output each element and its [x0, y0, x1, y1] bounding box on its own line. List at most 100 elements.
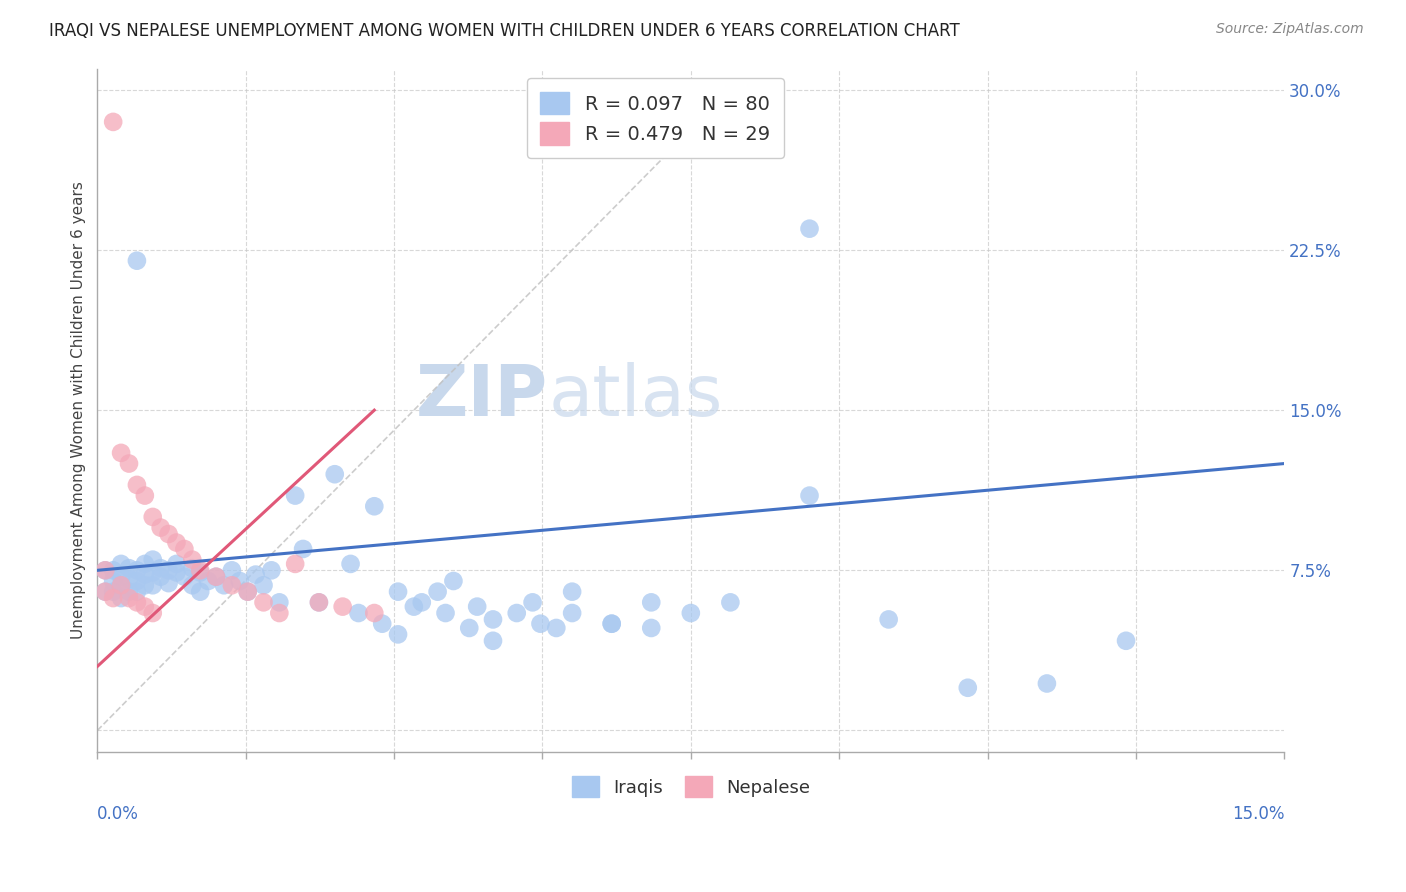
Point [347, 606, 370, 620]
Point [411, 595, 433, 609]
Point [426, 584, 449, 599]
Point [134, 557, 156, 571]
Point [339, 557, 361, 571]
Point [292, 541, 315, 556]
Point [125, 595, 148, 609]
Point [269, 606, 291, 620]
Point [118, 457, 141, 471]
Point [110, 591, 132, 605]
Point [640, 595, 662, 609]
Legend: Iraqis, Nepalese: Iraqis, Nepalese [564, 769, 817, 805]
Point [110, 446, 132, 460]
Point [101, 574, 124, 588]
Text: atlas: atlas [548, 362, 723, 431]
Point [142, 578, 165, 592]
Point [94, 584, 117, 599]
Point [101, 584, 124, 599]
Point [308, 595, 330, 609]
Point [188, 566, 211, 580]
Point [134, 489, 156, 503]
Point [799, 221, 821, 235]
Text: 0.0%: 0.0% [97, 805, 139, 823]
Point [1115, 633, 1137, 648]
Point [173, 541, 195, 556]
Point [101, 563, 124, 577]
Point [157, 563, 180, 577]
Point [125, 563, 148, 577]
Point [323, 467, 346, 482]
Point [640, 621, 662, 635]
Point [142, 566, 165, 580]
Point [679, 606, 702, 620]
Point [149, 520, 172, 534]
Point [482, 612, 505, 626]
Point [94, 563, 117, 577]
Text: IRAQI VS NEPALESE UNEMPLOYMENT AMONG WOMEN WITH CHILDREN UNDER 6 YEARS CORRELATI: IRAQI VS NEPALESE UNEMPLOYMENT AMONG WOM… [49, 22, 960, 40]
Point [110, 578, 132, 592]
Point [332, 599, 354, 614]
Y-axis label: Unemployment Among Women with Children Under 6 years: Unemployment Among Women with Children U… [72, 181, 86, 639]
Point [149, 570, 172, 584]
Point [149, 561, 172, 575]
Point [402, 599, 425, 614]
Point [125, 253, 148, 268]
Point [221, 578, 243, 592]
Point [118, 561, 141, 575]
Point [260, 563, 283, 577]
Point [142, 552, 165, 566]
Point [245, 567, 267, 582]
Point [205, 570, 228, 584]
Point [434, 606, 457, 620]
Point [188, 584, 211, 599]
Point [387, 627, 409, 641]
Point [157, 576, 180, 591]
Point [443, 574, 465, 588]
Point [529, 616, 551, 631]
Point [363, 500, 385, 514]
Point [458, 621, 481, 635]
Point [125, 478, 148, 492]
Point [284, 489, 307, 503]
Point [465, 599, 488, 614]
Point [212, 578, 235, 592]
Point [125, 574, 148, 588]
Point [718, 595, 741, 609]
Point [134, 578, 156, 592]
Point [284, 557, 307, 571]
Text: 15.0%: 15.0% [1232, 805, 1284, 823]
Point [561, 584, 583, 599]
Point [308, 595, 330, 609]
Point [142, 510, 165, 524]
Point [236, 584, 259, 599]
Point [197, 574, 219, 588]
Point [101, 591, 124, 605]
Point [877, 612, 900, 626]
Text: Source: ZipAtlas.com: Source: ZipAtlas.com [1216, 22, 1364, 37]
Point [101, 115, 124, 129]
Point [387, 584, 409, 599]
Point [118, 584, 141, 599]
Point [110, 557, 132, 571]
Point [181, 552, 204, 566]
Point [94, 584, 117, 599]
Point [166, 535, 188, 549]
Point [110, 570, 132, 584]
Point [1036, 676, 1059, 690]
Point [142, 606, 165, 620]
Point [118, 591, 141, 605]
Point [546, 621, 568, 635]
Point [600, 616, 623, 631]
Point [110, 578, 132, 592]
Point [371, 616, 394, 631]
Point [125, 584, 148, 599]
Point [252, 578, 274, 592]
Point [221, 563, 243, 577]
Point [134, 599, 156, 614]
Point [269, 595, 291, 609]
Point [600, 616, 623, 631]
Point [506, 606, 529, 620]
Point [522, 595, 544, 609]
Point [181, 561, 204, 575]
Point [561, 606, 583, 620]
Point [118, 572, 141, 586]
